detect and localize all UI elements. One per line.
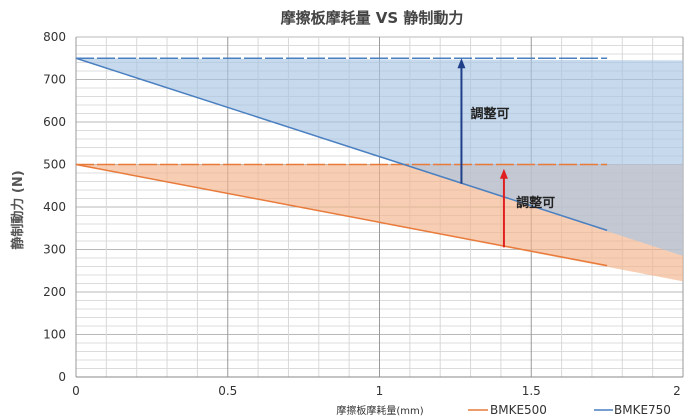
adjust-arrowhead-1 xyxy=(499,168,508,179)
y-tick-label: 0 xyxy=(58,370,66,384)
chart-title: 摩擦板摩耗量 VS 静制動力 xyxy=(281,9,464,27)
y-axis-label: 静制動力 (N) xyxy=(10,170,26,249)
decline-line-bmke750 xyxy=(75,57,608,232)
y-tick-label: 600 xyxy=(43,115,66,129)
y-tick-label: 200 xyxy=(43,285,66,299)
x-tick-label: 1 xyxy=(376,384,384,398)
series-lines xyxy=(75,57,608,267)
legend-label-bmke750: BMKE750 xyxy=(614,403,671,417)
y-tick-label: 700 xyxy=(43,73,66,87)
legend-label-bmke500: BMKE500 xyxy=(490,403,547,417)
adjust-label-1: 調整可 xyxy=(516,195,555,211)
adjust-arrowhead-0 xyxy=(457,58,466,69)
tick-labels: 0 100 200 300 400 500 600 700 800 0 0.5 1 1.5 2 xyxy=(43,30,681,398)
y-tick-label: 500 xyxy=(43,158,66,172)
x-tick-label: 1.5 xyxy=(522,384,541,398)
y-tick-label: 400 xyxy=(43,200,66,214)
legend: BMKE500 BMKE750 xyxy=(468,403,671,417)
x-tick-label: 0 xyxy=(72,384,80,398)
y-tick-label: 800 xyxy=(43,30,66,44)
x-axis-label: 摩擦板摩耗量(mm) xyxy=(336,404,423,417)
x-tick-label: 2 xyxy=(673,384,681,398)
y-tick-label: 300 xyxy=(43,243,66,257)
decline-line-bmke500 xyxy=(75,163,608,267)
adjust-label-0: 調整可 xyxy=(471,106,510,122)
y-tick-label: 100 xyxy=(43,328,66,342)
x-tick-label: 0.5 xyxy=(218,384,237,398)
